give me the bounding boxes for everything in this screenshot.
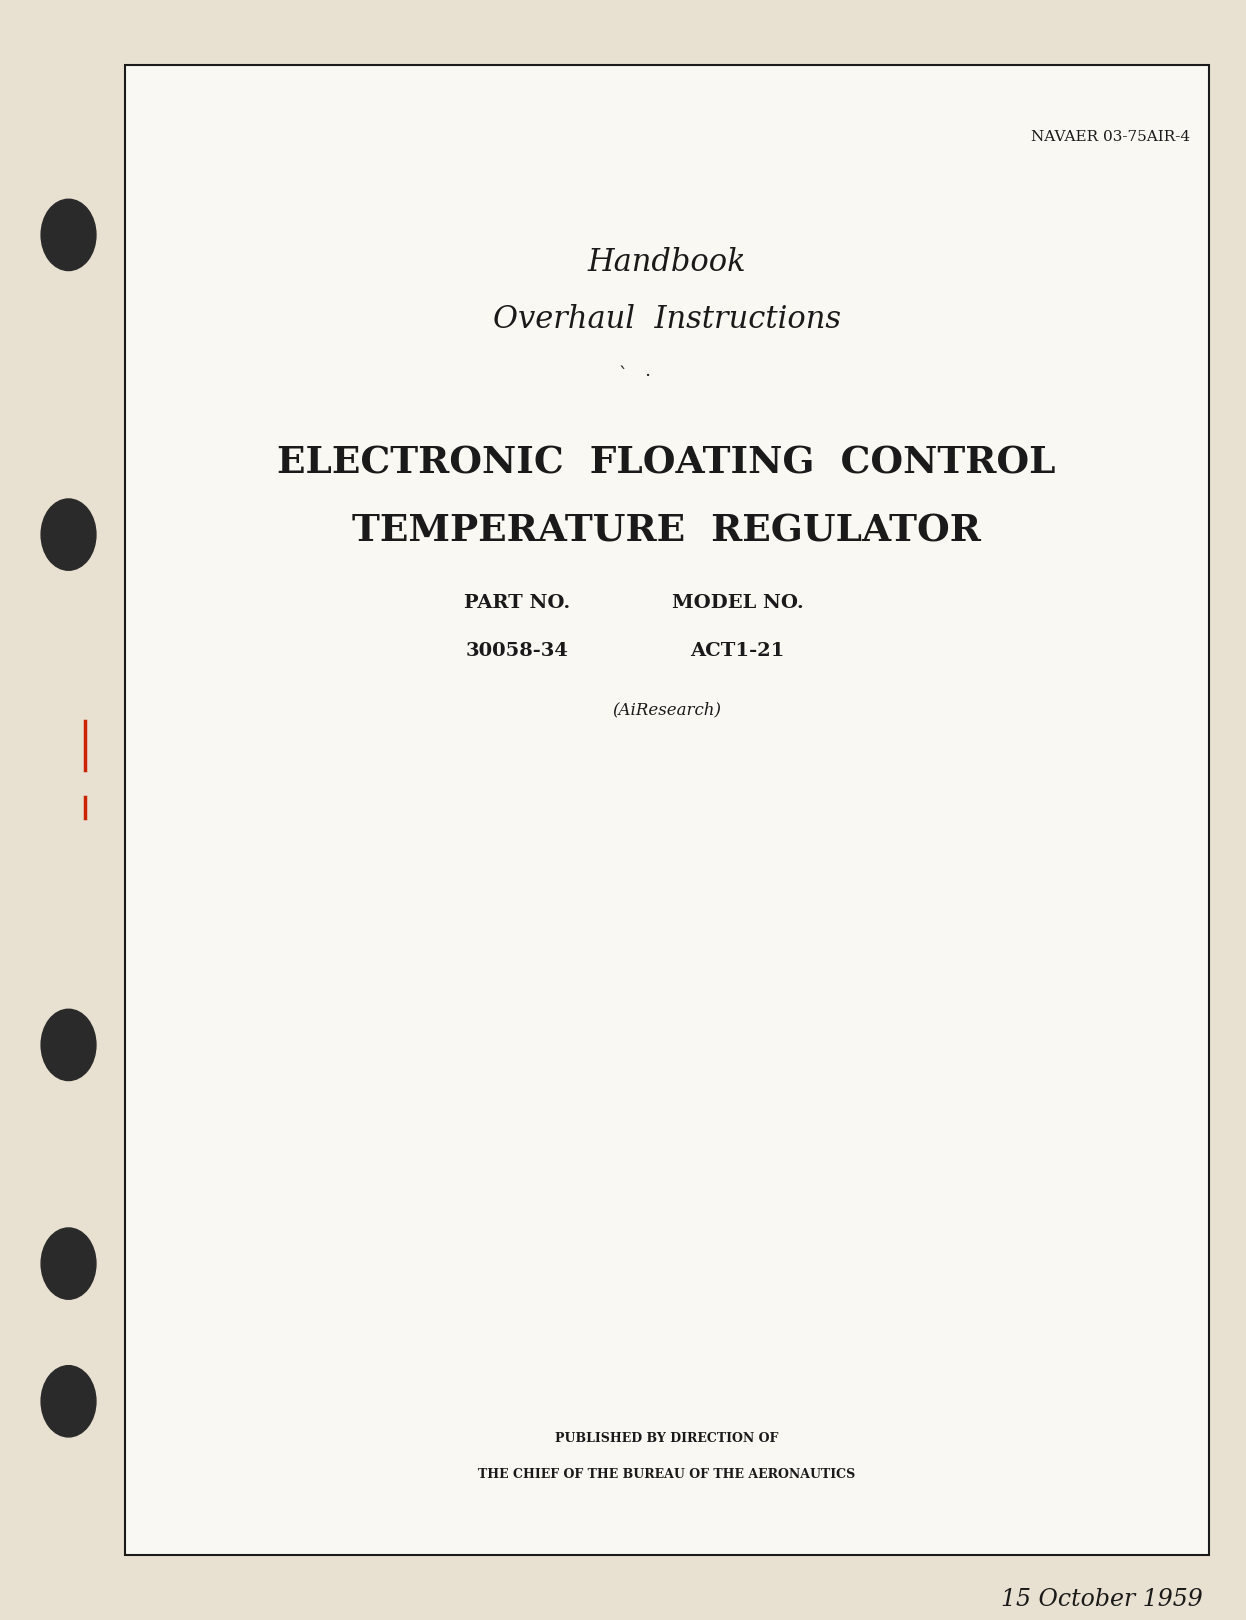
Text: ACT1-21: ACT1-21 xyxy=(690,642,785,661)
Circle shape xyxy=(41,1366,96,1437)
Text: PUBLISHED BY DIRECTION OF: PUBLISHED BY DIRECTION OF xyxy=(554,1432,779,1445)
Text: ELECTRONIC  FLOATING  CONTROL: ELECTRONIC FLOATING CONTROL xyxy=(278,446,1055,481)
Text: ˋ   ·: ˋ · xyxy=(619,366,652,386)
FancyBboxPatch shape xyxy=(125,65,1209,1555)
Text: 30058-34: 30058-34 xyxy=(466,642,568,661)
Text: THE CHIEF OF THE BUREAU OF THE AERONAUTICS: THE CHIEF OF THE BUREAU OF THE AERONAUTI… xyxy=(478,1468,855,1481)
Text: NAVAER 03-75AIR-4: NAVAER 03-75AIR-4 xyxy=(1030,130,1190,144)
Circle shape xyxy=(41,1009,96,1081)
Text: TEMPERATURE  REGULATOR: TEMPERATURE REGULATOR xyxy=(353,514,981,549)
Text: PART NO.: PART NO. xyxy=(464,593,571,612)
Text: MODEL NO.: MODEL NO. xyxy=(672,593,804,612)
Text: (AiResearch): (AiResearch) xyxy=(612,701,721,718)
Circle shape xyxy=(41,1228,96,1299)
Text: 15 October 1959: 15 October 1959 xyxy=(1001,1588,1202,1610)
Circle shape xyxy=(41,199,96,271)
Circle shape xyxy=(41,499,96,570)
Text: Overhaul  Instructions: Overhaul Instructions xyxy=(492,303,841,335)
Text: Handbook: Handbook xyxy=(587,246,746,279)
